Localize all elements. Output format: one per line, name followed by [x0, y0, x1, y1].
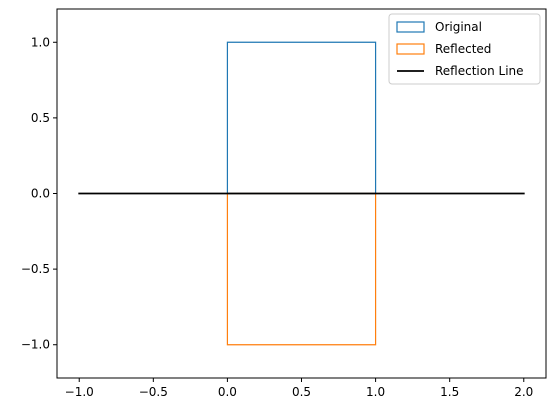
reflected-polygon: [226, 192, 377, 346]
legend-swatch-reflected: [396, 43, 425, 55]
x-tick-label: 1.0: [366, 385, 385, 399]
axes: −1.0 −0.5 0.0 0.5 1.0 1.5 2.0 1.0 0.5 0.0 −0.5 −1.0: [21, 8, 547, 399]
y-tick-label: −0.5: [21, 262, 50, 276]
y-tick-label: 0.0: [31, 187, 50, 201]
x-tick-label: 2.0: [514, 385, 533, 399]
x-tick-label: 1.5: [440, 385, 459, 399]
y-tick-label: 1.0: [31, 35, 50, 49]
x-tick-label: 0.5: [292, 385, 311, 399]
legend-label-reflection-line: Reflection Line: [435, 64, 524, 78]
y-tick-label: −1.0: [21, 338, 50, 352]
x-tick-label: −1.0: [65, 385, 94, 399]
x-tick-label: 0.0: [218, 385, 237, 399]
x-tick-label: −0.5: [139, 385, 168, 399]
original-polygon: [226, 41, 377, 195]
legend-label-reflected: Reflected: [435, 42, 491, 56]
legend-box: [388, 13, 541, 85]
legend-swatch-original: [396, 21, 425, 33]
plot-area: [78, 41, 525, 346]
legend: Original Reflected Reflection Line: [388, 13, 541, 85]
y-tick-label: 0.5: [31, 111, 50, 125]
legend-label-original: Original: [435, 20, 482, 34]
